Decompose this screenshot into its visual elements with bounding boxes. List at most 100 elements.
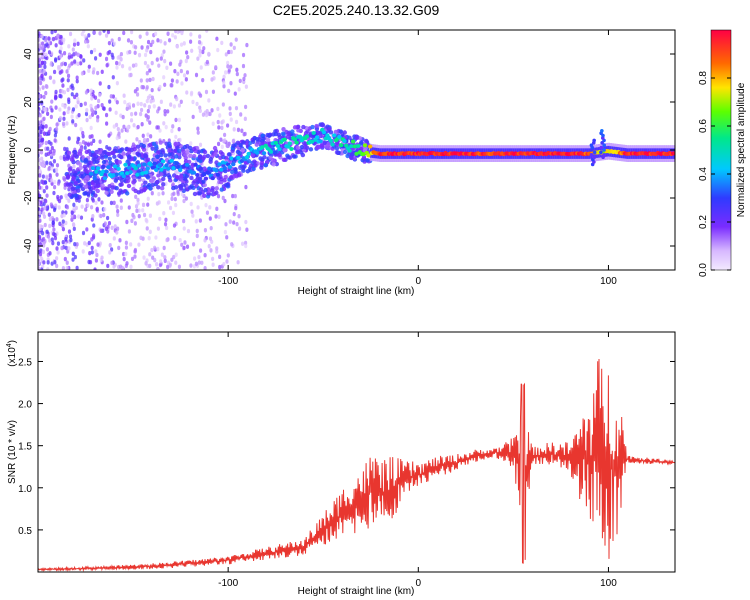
spectrogram-noise-cell: [163, 108, 167, 114]
spectrogram-noise-cell: [89, 125, 93, 131]
spectrogram-noise-cell: [189, 39, 193, 44]
spectrogram-noise-cell: [222, 74, 226, 80]
spectrogram-spread-cell: [154, 154, 160, 159]
spectrogram-noise-cell: [164, 217, 168, 223]
spectrogram-ridge-cell: [201, 172, 207, 177]
spectrogram-noise-cell: [89, 88, 93, 93]
spectrogram-noise-cell: [62, 116, 66, 121]
spectrogram-noise-cell: [115, 60, 119, 66]
spectrogram-spread-cell: [342, 149, 348, 155]
spectrogram-noise-cell: [141, 208, 145, 213]
spectrogram-noise-cell: [41, 121, 46, 126]
spectrogram-ridge-cell: [314, 135, 320, 140]
spectrogram-noise-cell: [170, 196, 174, 202]
spectrogram-spread-cell: [101, 159, 107, 165]
spectrogram-spread-cell: [135, 160, 141, 165]
spectrogram-spread-cell: [299, 144, 305, 150]
spectrogram-noise-cell: [104, 33, 109, 38]
spectrogram-noise-cell: [107, 84, 111, 90]
spectrogram-noise-cell: [70, 54, 74, 59]
spectrogram-ridge-cell: [275, 143, 280, 148]
spectrogram-noise-cell: [208, 111, 212, 117]
spectrogram-noise-cell: [211, 262, 215, 267]
spectrogram-spread-cell: [189, 175, 194, 181]
spectrogram-ridge-cell: [152, 161, 157, 166]
spectrogram-ridge-cell: [92, 175, 97, 180]
spectrogram-spread-cell: [276, 132, 282, 138]
spectrogram-noise-cell: [71, 119, 75, 124]
spectrogram-noise-cell: [154, 31, 158, 37]
spectrogram-spread-cell: [308, 147, 314, 152]
spectrogram-noise-cell: [162, 121, 166, 126]
spectrogram-noise-cell: [42, 69, 46, 74]
spectrogram-spread-cell: [93, 193, 98, 198]
spectrogram-noise-cell: [115, 100, 119, 105]
spectrogram-noise-cell: [175, 79, 179, 84]
spectrogram-noise-cell: [204, 89, 209, 95]
spectrogram-noise-cell: [150, 95, 155, 100]
spectrogram-noise-cell: [120, 128, 124, 133]
spectrogram-noise-cell: [171, 33, 175, 38]
spectrogram-noise-cell: [94, 105, 98, 110]
spectrogram-noise-cell: [104, 112, 109, 118]
spectrogram-noise-cell: [157, 63, 161, 68]
spectrogram-noise-cell: [112, 124, 116, 129]
spectrogram-noise-cell: [87, 33, 91, 38]
spectrogram-spread-cell: [125, 191, 130, 196]
spectrogram-noise-cell: [220, 144, 224, 150]
spectrogram-noise-cell: [183, 240, 187, 245]
spectrogram-noise-cell: [127, 205, 131, 210]
spectrogram-noise-cell: [67, 229, 72, 234]
spectrogram-noise-cell: [125, 261, 129, 266]
spectrogram-ridge-cell: [143, 170, 149, 175]
spectrogram-spread-cell: [72, 149, 78, 155]
spectrogram-spread-cell: [214, 190, 219, 195]
spectrogram-spread-cell: [118, 154, 124, 160]
spectrogram-noise-cell: [144, 217, 148, 223]
spectrogram-spread-cell: [94, 180, 100, 185]
spectrogram-noise-cell: [38, 43, 41, 48]
spectrogram-noise-cell: [145, 48, 149, 53]
spectrogram-noise-cell: [195, 101, 199, 107]
spectrogram-noise-cell: [112, 41, 117, 46]
spectrogram-noise-cell: [98, 81, 102, 86]
spectrogram-noise-cell: [244, 243, 248, 249]
spectrogram-spread-cell: [78, 165, 83, 170]
spectrogram-noise-cell: [94, 258, 99, 263]
spectrogram-noise-cell: [75, 265, 79, 270]
spectrogram-spread-cell: [95, 183, 101, 188]
spectrogram-noise-cell: [243, 116, 247, 122]
snr-multiplier-exp: 4: [6, 343, 13, 347]
spectrogram-spread-cell: [260, 157, 265, 162]
spectrogram-noise-cell: [231, 193, 235, 199]
spectrogram-noise-cell: [90, 96, 94, 101]
spectrogram-spread-cell: [116, 191, 122, 196]
spectrogram-noise-cell: [209, 248, 213, 253]
spectrogram-spread-cell: [102, 172, 108, 178]
spectrogram-noise-cell: [173, 68, 177, 74]
spectrogram-ridge-cell: [282, 137, 287, 142]
spectrogram-noise-cell: [91, 198, 95, 203]
spectrogram-noise-cell: [207, 98, 211, 103]
spectrogram-spread-cell: [223, 174, 228, 180]
spectrogram-noise-cell: [64, 193, 68, 198]
spectrogram-noise-cell: [112, 200, 116, 206]
spectrogram-noise-cell: [158, 262, 163, 268]
spectrogram-noise-cell: [135, 137, 139, 142]
spectrogram-noise-cell: [93, 47, 97, 53]
spectrogram-noise-cell: [91, 70, 95, 75]
spectrogram-spread-cell: [202, 149, 208, 155]
spectrogram-noise-cell: [66, 87, 70, 93]
spectrogram-noise-cell: [57, 205, 61, 210]
spectrogram-noise-cell: [203, 238, 207, 243]
spectrogram-noise-cell: [74, 104, 78, 109]
spectrogram-noise-cell: [141, 133, 145, 139]
spectrogram-noise-cell: [201, 112, 206, 117]
spectrogram-streak-cell: [592, 138, 596, 143]
spectrogram-noise-cell: [224, 52, 228, 57]
spectrogram-spread-cell: [103, 150, 108, 155]
spectrogram-ridge-cell: [104, 169, 109, 174]
spectrogram-noise-cell: [129, 264, 133, 269]
spectrogram-noise-cell: [189, 32, 193, 37]
